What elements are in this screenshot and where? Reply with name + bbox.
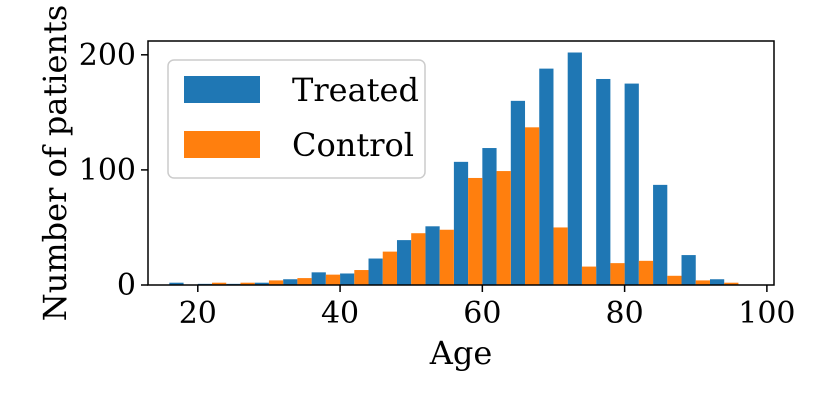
x-axis-title: Age <box>429 334 493 372</box>
bar-control-46 <box>382 251 397 285</box>
bar-treated-90 <box>681 255 696 285</box>
x-tick-label-20: 20 <box>179 296 217 331</box>
bar-control-50 <box>411 233 426 285</box>
bar-control-38 <box>325 274 341 285</box>
bar-control-74 <box>581 266 597 285</box>
bar-control-22 <box>212 282 227 285</box>
y-tick-label-100: 100 <box>79 153 136 188</box>
bar-treated-74 <box>567 52 582 286</box>
bar-treated-70 <box>539 68 554 286</box>
plot-frame <box>147 40 775 286</box>
bars-layer <box>169 52 739 286</box>
axes-layer: 20 40 60 80 100 0 100 200 <box>79 38 796 331</box>
bar-treated-46 <box>368 258 383 285</box>
bar-control-30 <box>268 280 284 285</box>
bar-control-86 <box>667 275 682 285</box>
bar-treated-94 <box>709 279 725 285</box>
x-tick-label-100: 100 <box>738 296 795 331</box>
legend-label-treated: Treated <box>292 71 419 109</box>
bar-control-62 <box>496 171 511 285</box>
legend-swatch-treated <box>184 76 260 103</box>
bar-treated-82 <box>624 83 639 285</box>
bar-treated-34 <box>283 279 298 285</box>
bar-control-66 <box>525 127 540 285</box>
bar-treated-18 <box>169 282 184 285</box>
bar-treated-38 <box>311 272 326 285</box>
bar-control-54 <box>439 229 454 285</box>
bar-control-82 <box>638 260 654 285</box>
x-tick-label-60: 60 <box>463 296 501 331</box>
bar-treated-42 <box>340 273 355 285</box>
x-tick-label-40: 40 <box>321 296 359 331</box>
bar-control-58 <box>468 177 483 285</box>
bar-control-70 <box>553 227 568 285</box>
bar-treated-58 <box>453 161 469 285</box>
legend-swatch-control <box>184 131 260 158</box>
bar-control-42 <box>354 270 369 285</box>
bar-treated-62 <box>482 148 497 285</box>
y-tick-label-200: 200 <box>79 38 136 73</box>
bar-control-90 <box>695 280 710 285</box>
bar-treated-78 <box>596 78 611 285</box>
y-tick-label-0: 0 <box>117 268 136 303</box>
bar-control-26 <box>240 282 255 285</box>
legend-label-control: Control <box>292 126 414 164</box>
bar-treated-50 <box>396 240 412 285</box>
bar-treated-30 <box>254 282 269 285</box>
y-axis-title: Number of patients <box>36 5 74 322</box>
bar-control-34 <box>297 278 312 285</box>
bar-control-78 <box>610 263 625 285</box>
bar-treated-54 <box>425 226 440 285</box>
bar-treated-86 <box>653 184 668 285</box>
legend: Treated Control <box>167 59 426 179</box>
x-tick-label-80: 80 <box>606 296 644 331</box>
bar-treated-66 <box>510 100 526 285</box>
bar-control-94 <box>724 282 739 285</box>
